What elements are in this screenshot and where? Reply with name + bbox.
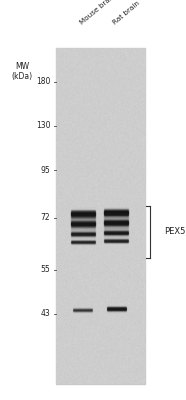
Bar xyxy=(71,221,95,223)
Text: Rat brain: Rat brain xyxy=(111,0,140,26)
Bar xyxy=(71,218,95,220)
Bar xyxy=(104,237,128,239)
Bar xyxy=(71,233,95,235)
Bar xyxy=(104,212,128,213)
Bar xyxy=(104,219,128,221)
Bar xyxy=(71,236,95,238)
Bar xyxy=(71,213,95,214)
Bar xyxy=(104,234,128,236)
Bar xyxy=(71,216,95,218)
Bar xyxy=(71,230,95,232)
Bar xyxy=(104,210,128,211)
Bar xyxy=(71,211,95,212)
Bar xyxy=(71,228,95,229)
Bar xyxy=(71,217,95,218)
Text: 72: 72 xyxy=(41,214,50,222)
Bar xyxy=(71,214,95,215)
Bar xyxy=(104,226,128,227)
Text: 95: 95 xyxy=(41,166,50,174)
Bar xyxy=(104,218,128,220)
Bar xyxy=(104,217,128,219)
Text: Mouse brain: Mouse brain xyxy=(79,0,117,26)
Bar xyxy=(104,216,128,217)
Bar xyxy=(104,213,128,214)
Text: 55: 55 xyxy=(41,266,50,274)
Bar xyxy=(71,211,95,212)
Bar xyxy=(71,224,95,225)
Bar xyxy=(71,232,95,234)
Bar xyxy=(71,212,95,213)
Bar xyxy=(71,229,95,230)
Bar xyxy=(104,233,128,235)
Bar xyxy=(104,216,128,218)
Bar xyxy=(104,211,128,212)
Bar xyxy=(104,214,128,215)
Bar xyxy=(71,235,95,237)
Bar xyxy=(104,221,128,223)
Bar xyxy=(71,219,95,221)
Bar xyxy=(104,228,128,229)
Bar xyxy=(71,237,95,239)
Bar xyxy=(71,214,95,216)
Text: PEX5L: PEX5L xyxy=(164,228,186,236)
Bar xyxy=(71,208,95,209)
Bar xyxy=(71,238,95,240)
Bar xyxy=(104,209,128,210)
Bar xyxy=(71,212,95,213)
Bar xyxy=(104,208,128,209)
Bar xyxy=(71,213,95,214)
Bar xyxy=(71,216,95,217)
Bar xyxy=(71,208,95,210)
Bar xyxy=(71,210,95,211)
Bar xyxy=(71,224,95,226)
Bar xyxy=(104,215,128,216)
Bar xyxy=(104,232,128,234)
Bar xyxy=(104,235,128,237)
Bar xyxy=(104,220,128,222)
Bar xyxy=(104,210,128,211)
Bar xyxy=(71,231,95,232)
Bar xyxy=(104,212,128,213)
Bar xyxy=(71,227,95,228)
Bar xyxy=(104,214,128,216)
Bar xyxy=(104,229,128,230)
Text: MW
(kDa): MW (kDa) xyxy=(12,62,33,81)
Bar xyxy=(71,215,95,216)
Bar xyxy=(104,208,128,210)
Bar xyxy=(71,220,95,222)
Bar xyxy=(71,215,95,216)
Text: 180: 180 xyxy=(36,78,50,86)
Bar xyxy=(71,210,95,211)
Bar xyxy=(104,227,128,228)
Bar xyxy=(71,222,95,224)
Bar xyxy=(104,238,128,240)
Bar xyxy=(71,217,95,219)
Bar xyxy=(104,224,128,225)
Bar xyxy=(56,48,145,384)
Bar xyxy=(71,226,95,227)
Bar xyxy=(104,208,128,209)
Bar xyxy=(104,224,128,226)
Bar xyxy=(104,230,128,232)
Bar xyxy=(71,234,95,236)
Bar xyxy=(104,222,128,224)
Bar xyxy=(104,215,128,216)
Text: 43: 43 xyxy=(41,310,50,318)
Bar xyxy=(104,213,128,214)
Bar xyxy=(104,211,128,212)
Bar xyxy=(104,231,128,232)
Text: 130: 130 xyxy=(36,122,50,130)
Bar xyxy=(104,236,128,238)
